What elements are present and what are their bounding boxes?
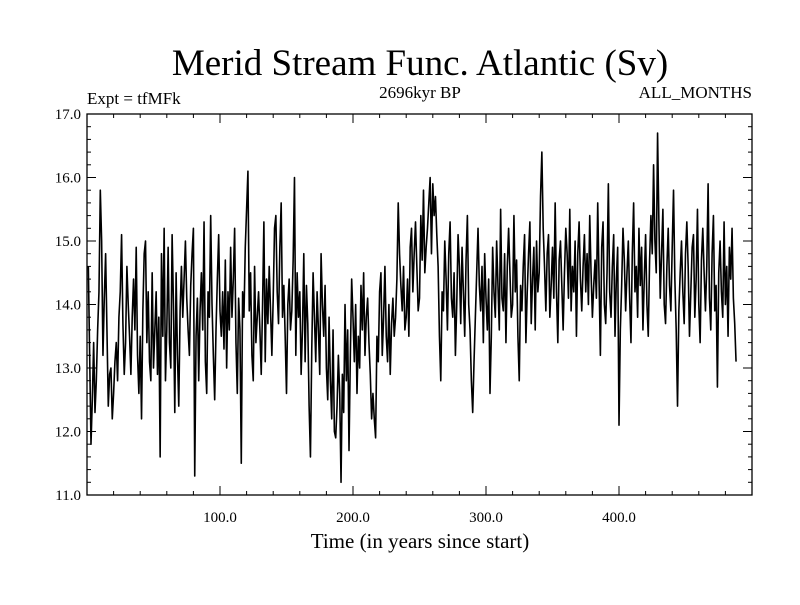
x-tick-label: 200.0 [336,510,370,526]
x-tick-label: 100.0 [203,510,237,526]
plot-frame [86,113,753,496]
x-tick-label: 300.0 [469,510,503,526]
y-tick-label: 12.0 [55,425,81,441]
months-label: ALL_MONTHS [639,83,752,102]
y-tick-label: 15.0 [55,234,81,250]
y-tick-label: 13.0 [55,361,81,377]
y-tick-label: 11.0 [55,488,81,504]
x-axis-label: Time (in years since start) [311,529,530,553]
tick-labels: 11.0 12.0 13.0 14.0 15.0 16.0 17.0 100.0 200.0 30… [55,107,636,526]
y-tick-label: 14.0 [55,298,81,314]
chart-title: Merid Stream Func. Atlantic (Sv) [172,43,668,84]
series-line-tfMFk [87,132,737,484]
x-tick-label: 400.0 [602,510,636,526]
y-tick-label: 16.0 [55,171,81,187]
y-tick-label: 17.0 [55,107,81,123]
period-label: 2696kyr BP [379,83,461,102]
experiment-label: Expt = tfMFk [87,89,181,108]
